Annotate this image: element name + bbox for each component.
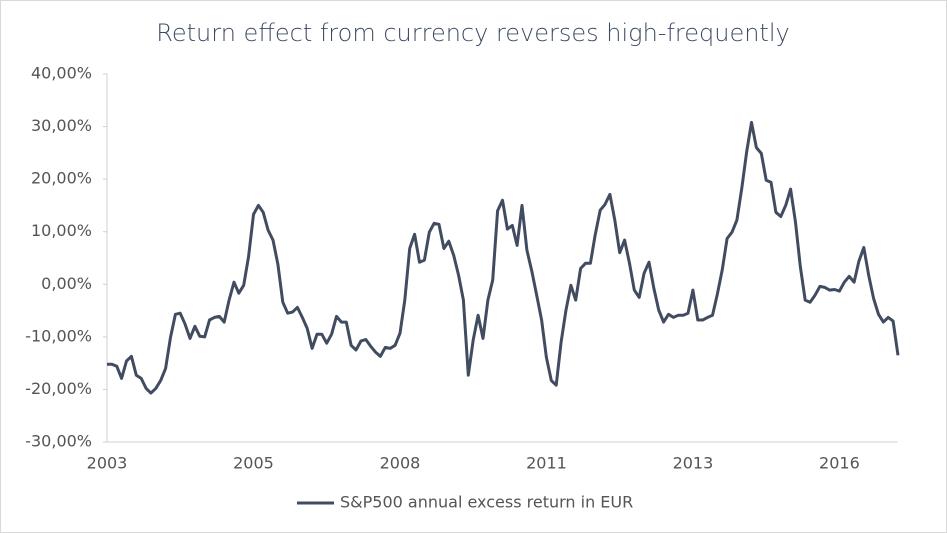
data-line [107, 120, 900, 395]
x-tick-label: 2005 [233, 454, 274, 473]
x-tick-label: 2016 [819, 454, 860, 473]
x-tick-label: 2003 [87, 454, 128, 473]
y-tick-label: 30,00% [31, 116, 92, 135]
x-tick-label: 2013 [673, 454, 714, 473]
y-tick-label: 40,00% [31, 64, 92, 83]
y-tick-label: -10,00% [25, 326, 92, 345]
y-tick-label: 20,00% [31, 169, 92, 188]
y-tick-label: -30,00% [25, 432, 92, 451]
y-tick-label: 0,00% [41, 274, 92, 293]
y-tick-label: -20,00% [25, 379, 92, 398]
chart-title: Return effect from currency reverses hig… [156, 19, 789, 47]
x-tick-label: 2008 [380, 454, 421, 473]
legend-label: S&P500 annual excess return in EUR [340, 493, 633, 512]
x-tick-label: 2011 [526, 454, 567, 473]
y-tick-label: 10,00% [31, 221, 92, 240]
